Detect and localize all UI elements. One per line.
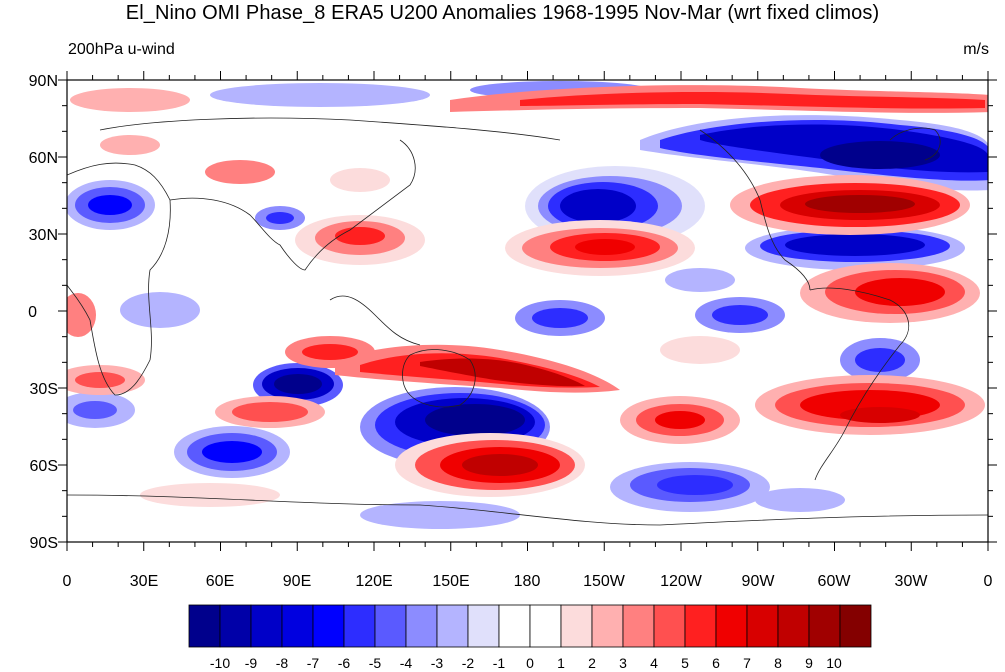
x-tick-label: 120E — [355, 573, 392, 590]
coastlines — [67, 117, 988, 526]
y-tick-label: 30N — [29, 227, 58, 244]
colorbar-swatch — [188, 604, 221, 648]
colorbar-swatch — [839, 604, 872, 648]
colorbar-label: 6 — [712, 655, 720, 671]
colorbar — [188, 604, 872, 648]
colorbar-label: 7 — [743, 655, 751, 671]
colorbar-label: 0 — [526, 655, 534, 671]
colorbar-swatch — [529, 604, 562, 648]
units-label: m/s — [963, 41, 989, 58]
variable-label: 200hPa u-wind — [68, 41, 175, 58]
colorbar-label: -5 — [369, 655, 382, 671]
anomaly-field — [67, 81, 988, 529]
colorbar-label: 2 — [588, 655, 596, 671]
colorbar-label: 4 — [650, 655, 658, 671]
y-tick-label: 60S — [30, 458, 58, 475]
colorbar-label: 5 — [681, 655, 689, 671]
colorbar-swatch — [219, 604, 252, 648]
colorbar-swatch — [560, 604, 593, 648]
x-tick-label: 120W — [660, 573, 703, 590]
colorbar-label: -4 — [400, 655, 413, 671]
positive-anomaly-regions — [67, 85, 988, 507]
y-tick-labels: 90N 60N 30N 0 30S 60S 90S — [28, 73, 58, 552]
y-tick-label: 0 — [28, 304, 37, 321]
colorbar-label: 3 — [619, 655, 627, 671]
colorbar-swatch — [281, 604, 314, 648]
colorbar-label: -3 — [431, 655, 444, 671]
colorbar-swatch — [808, 604, 841, 648]
y-tick-label: 60N — [29, 150, 58, 167]
x-tick-label: 60W — [818, 573, 852, 590]
x-tick-label: 180 — [514, 573, 541, 590]
x-tick-label: 0 — [984, 573, 993, 590]
colorbar-swatch — [715, 604, 748, 648]
colorbar-label: -6 — [338, 655, 351, 671]
colorbar-label: 1 — [557, 655, 565, 671]
x-tick-label: 150E — [432, 573, 469, 590]
colorbar-swatch — [405, 604, 438, 648]
colorbar-swatch — [467, 604, 500, 648]
colorbar-label: -2 — [462, 655, 475, 671]
colorbar-label: -8 — [276, 655, 289, 671]
colorbar-swatch — [436, 604, 469, 648]
colorbar-labels: -10 -9 -8 -7 -6 -5 -4 -3 -2 -1 0 1 2 3 4… — [210, 655, 842, 671]
colorbar-label: -1 — [493, 655, 506, 671]
x-tick-label: 150W — [583, 573, 626, 590]
x-tick-label: 90W — [742, 573, 776, 590]
colorbar-label: -9 — [245, 655, 258, 671]
colorbar-label: 10 — [826, 655, 842, 671]
x-tick-labels: 0 30E 60E 90E 120E 150E 180 150W 120W 90… — [63, 573, 993, 590]
colorbar-label: 8 — [774, 655, 782, 671]
colorbar-swatch — [591, 604, 624, 648]
figure-title: El_Nino OMI Phase_8 ERA5 U200 Anomalies … — [125, 2, 880, 24]
colorbar-swatch — [343, 604, 376, 648]
colorbar-label: 9 — [805, 655, 813, 671]
colorbar-swatch — [498, 604, 531, 648]
y-tick-label: 90S — [30, 535, 58, 552]
y-tick-label: 30S — [30, 381, 58, 398]
negative-anomaly-regions — [67, 81, 988, 529]
colorbar-swatch — [653, 604, 686, 648]
colorbar-swatch — [312, 604, 345, 648]
x-tick-label: 90E — [283, 573, 311, 590]
colorbar-swatch — [684, 604, 717, 648]
y-tick-label: 90N — [29, 73, 58, 90]
x-tick-label: 30W — [895, 573, 929, 590]
x-tick-label: 0 — [63, 573, 72, 590]
colorbar-label: -7 — [307, 655, 320, 671]
axis-ticks — [58, 71, 997, 551]
colorbar-swatch — [250, 604, 283, 648]
colorbar-label: -10 — [210, 655, 230, 671]
colorbar-swatch — [777, 604, 810, 648]
x-tick-label: 30E — [130, 573, 158, 590]
colorbar-swatch — [746, 604, 779, 648]
colorbar-swatch — [374, 604, 407, 648]
colorbar-swatch — [622, 604, 655, 648]
x-tick-label: 60E — [206, 573, 234, 590]
